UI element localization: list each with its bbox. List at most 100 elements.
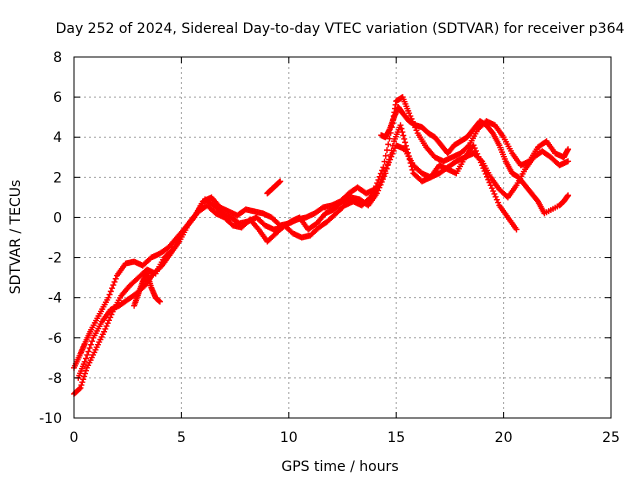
data-point	[79, 379, 86, 386]
data-point	[406, 110, 413, 117]
data-point	[409, 166, 416, 173]
data-point	[386, 156, 393, 163]
data-point	[488, 185, 495, 192]
y-tick-label: 4	[53, 130, 62, 146]
data-point	[382, 170, 389, 177]
data-point	[386, 135, 393, 142]
data-point	[388, 147, 395, 154]
data-point	[156, 298, 163, 305]
data-point	[481, 168, 488, 175]
data-point	[101, 328, 108, 335]
data-point	[397, 122, 404, 129]
data-point	[389, 142, 396, 149]
data-point	[476, 156, 483, 163]
y-tick-label: -8	[48, 371, 62, 387]
data-point	[380, 176, 387, 183]
data-point	[105, 294, 112, 301]
data-point	[380, 164, 387, 171]
data-point	[104, 320, 111, 327]
data-points	[71, 94, 572, 397]
data-point	[82, 355, 89, 362]
x-tick-label: 25	[602, 430, 620, 446]
data-point	[382, 152, 389, 159]
data-point	[486, 179, 493, 186]
data-point	[78, 382, 85, 389]
data-point	[373, 190, 380, 197]
data-point	[377, 181, 384, 188]
data-point	[112, 275, 119, 282]
y-tick-label: -10	[39, 411, 62, 427]
data-point	[277, 178, 284, 185]
data-point	[87, 341, 94, 348]
data-point	[480, 165, 487, 172]
data-point	[399, 129, 406, 136]
data-point	[474, 150, 481, 157]
data-point	[408, 163, 415, 170]
data-point	[401, 135, 408, 142]
data-point	[103, 323, 110, 330]
data-point	[492, 193, 499, 200]
grid	[74, 57, 611, 418]
y-tick-label: 8	[53, 50, 62, 66]
data-point	[383, 165, 390, 172]
series-track-b	[71, 142, 572, 397]
data-point	[400, 132, 407, 139]
data-point	[106, 291, 113, 298]
data-point	[477, 159, 484, 166]
data-point	[470, 142, 477, 149]
y-axis-label: SDTVAR / TECUs	[8, 180, 24, 295]
data-point	[475, 153, 482, 160]
data-point	[381, 158, 388, 165]
data-point	[485, 176, 492, 183]
x-tick-label: 20	[495, 430, 513, 446]
data-point	[111, 278, 118, 285]
series-track-d	[131, 104, 572, 309]
plot-frame	[73, 56, 612, 419]
data-point	[398, 125, 405, 132]
y-tick-label: 6	[53, 90, 62, 106]
data-point	[487, 182, 494, 189]
data-point	[80, 376, 87, 383]
data-point	[404, 149, 411, 156]
x-tick-label: 0	[70, 430, 79, 446]
data-point	[109, 285, 116, 292]
data-point	[513, 226, 520, 233]
data-point	[471, 145, 478, 152]
x-tick-label: 5	[177, 430, 186, 446]
data-point	[479, 162, 486, 169]
data-point	[493, 196, 500, 203]
y-tick-label: -4	[48, 291, 62, 307]
data-point	[107, 288, 114, 295]
data-point	[495, 199, 502, 206]
y-tick-label: -6	[48, 331, 62, 347]
data-point	[565, 158, 572, 165]
data-point	[375, 187, 382, 194]
x-axis-label: GPS time / hours	[281, 459, 398, 475]
data-point	[387, 151, 394, 158]
data-point	[110, 282, 117, 289]
y-tick-label: -2	[48, 251, 62, 267]
data-point	[565, 192, 572, 199]
data-point	[107, 314, 114, 321]
data-point	[376, 184, 383, 191]
data-point	[482, 170, 489, 177]
data-point	[406, 156, 413, 163]
x-tick-label: 10	[280, 430, 298, 446]
data-point	[491, 190, 498, 197]
chart-title: Day 252 of 2024, Sidereal Day-to-day VTE…	[56, 21, 625, 37]
axis-ticks: 0 5 10 15 20 25 -10 -8 -6 -4 -2 0 2 4 6 8	[39, 50, 620, 446]
data-point	[86, 345, 93, 352]
data-point	[490, 188, 497, 195]
y-tick-label: 2	[53, 170, 62, 186]
data-point	[84, 351, 91, 358]
data-point	[89, 338, 96, 345]
data-point	[403, 142, 410, 149]
data-point	[85, 348, 92, 355]
data-point	[403, 146, 410, 153]
data-point	[381, 173, 388, 180]
data-point	[402, 139, 409, 146]
data-point	[484, 173, 491, 180]
data-point	[77, 384, 84, 391]
data-point	[472, 147, 479, 154]
